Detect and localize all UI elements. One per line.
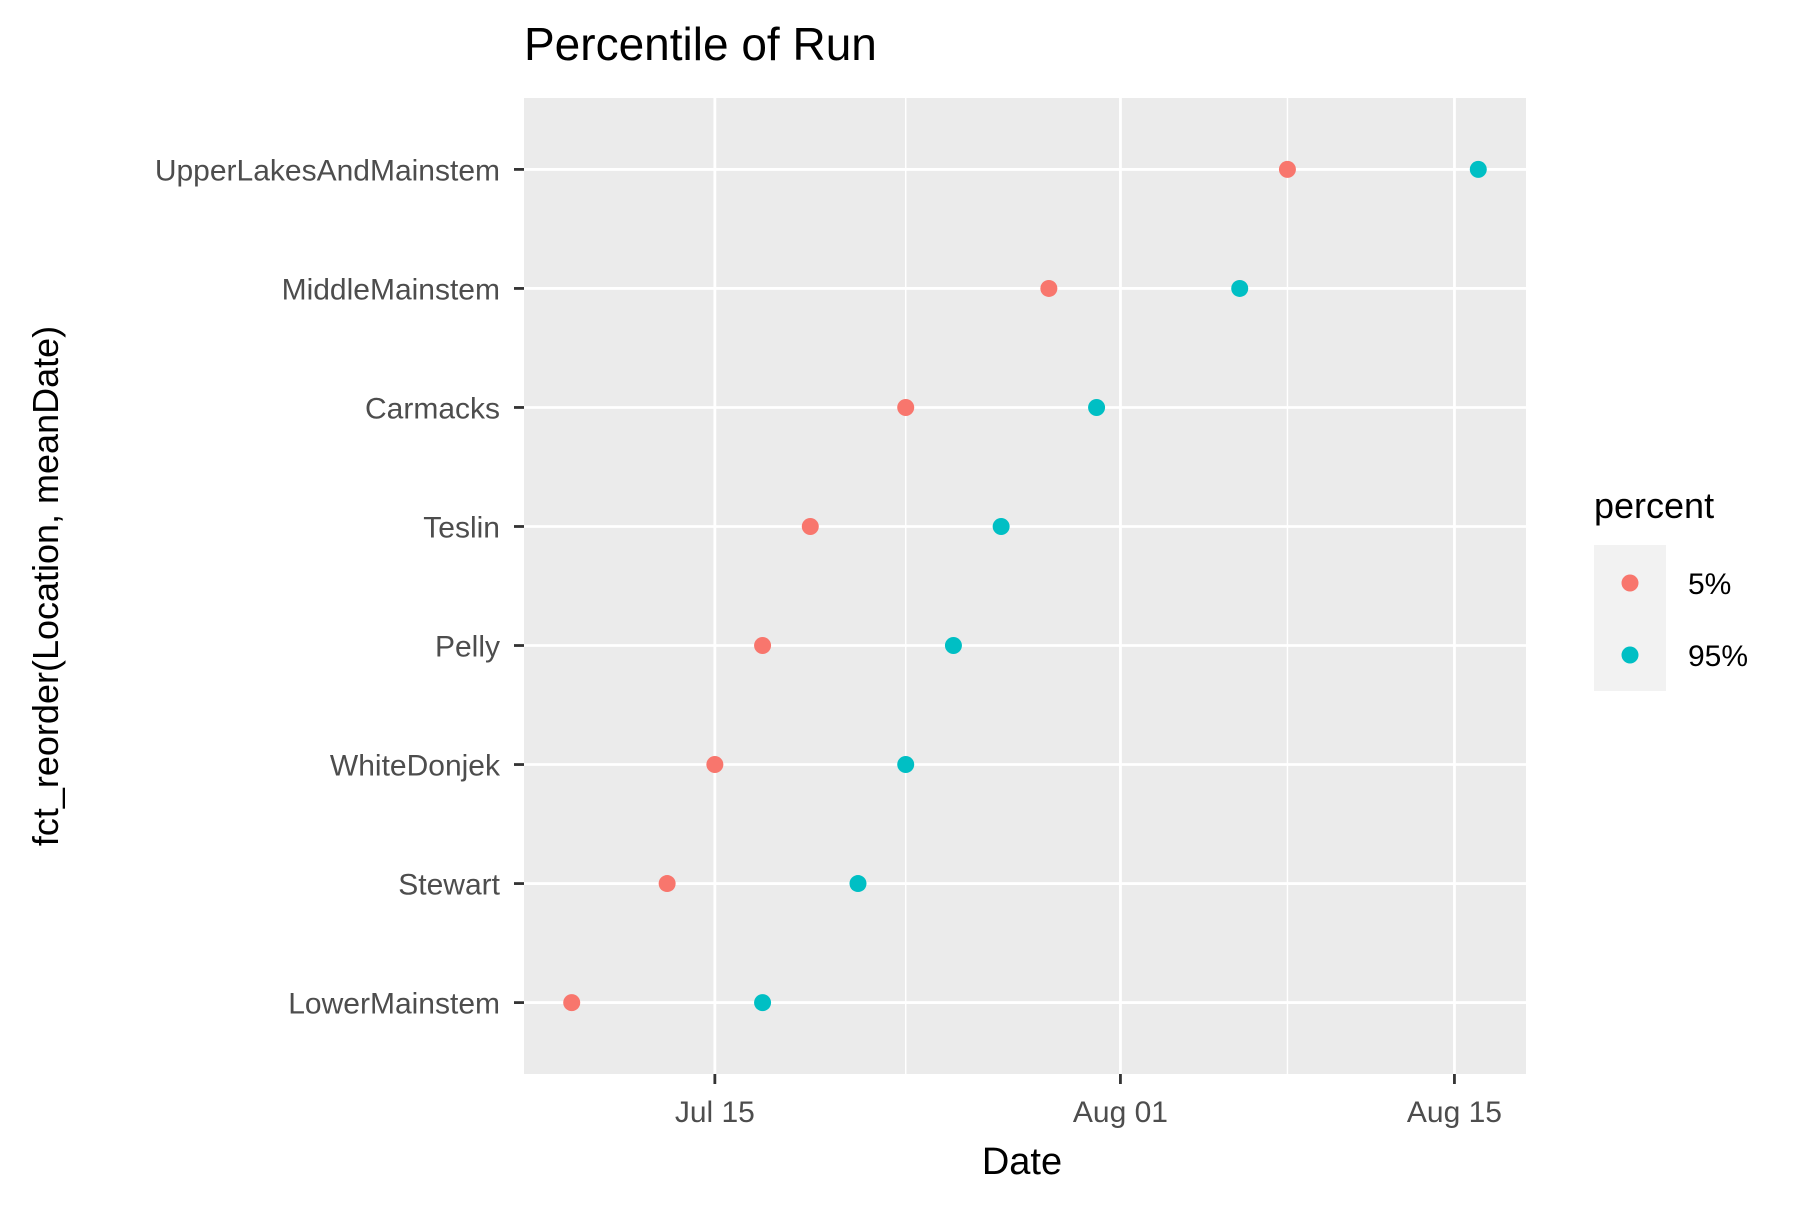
data-point xyxy=(754,637,772,655)
y-axis-label: fct_reorder(Location, meanDate) xyxy=(25,326,66,846)
data-point xyxy=(658,875,676,893)
data-points xyxy=(563,160,1487,1012)
data-point xyxy=(897,756,915,774)
data-point xyxy=(1469,160,1487,178)
data-point xyxy=(1231,279,1249,297)
y-tick-label: Pelly xyxy=(435,631,500,664)
legend-label: 95% xyxy=(1688,640,1748,673)
legend-label: 5% xyxy=(1688,568,1731,601)
data-point xyxy=(944,637,962,655)
x-tick-label: Jul 15 xyxy=(675,1096,755,1129)
legend-key-background xyxy=(1594,545,1666,691)
legend-key xyxy=(1621,574,1639,592)
x-axis-label: Date xyxy=(982,1141,1062,1183)
data-point xyxy=(1040,279,1058,297)
y-axis: LowerMainstem Stewart WhiteDonjek Pelly Tesl… xyxy=(155,154,524,1021)
chart-title: Percentile of Run xyxy=(524,18,877,70)
y-tick-label: MiddleMainstem xyxy=(282,273,500,306)
data-point xyxy=(1278,160,1296,178)
y-tick-label: Carmacks xyxy=(365,392,500,425)
y-tick-label: LowerMainstem xyxy=(288,988,500,1021)
y-tick-label: Stewart xyxy=(398,869,500,902)
y-tick-label: Teslin xyxy=(423,511,500,544)
data-point xyxy=(563,994,581,1012)
legend: percent 5% 95% xyxy=(1594,485,1748,691)
data-point xyxy=(1088,398,1106,416)
data-point xyxy=(849,875,867,893)
data-point xyxy=(754,994,772,1012)
data-point xyxy=(706,756,724,774)
x-tick-label: Aug 15 xyxy=(1407,1096,1502,1129)
legend-key xyxy=(1621,646,1639,664)
data-point xyxy=(801,517,819,535)
y-tick-label: UpperLakesAndMainstem xyxy=(155,154,500,187)
legend-title: percent xyxy=(1594,485,1714,526)
x-axis: Jul 15 Aug 01 Aug 15 xyxy=(675,1074,1502,1129)
y-tick-label: WhiteDonjek xyxy=(330,750,501,783)
legend-entries: 5% 95% xyxy=(1621,568,1748,673)
plot-panel xyxy=(524,98,1526,1074)
x-tick-label: Aug 01 xyxy=(1073,1096,1168,1129)
data-point xyxy=(992,517,1010,535)
grid-lines xyxy=(524,98,1526,1074)
data-point xyxy=(897,398,915,416)
